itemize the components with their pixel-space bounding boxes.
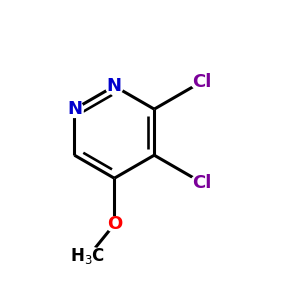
Ellipse shape — [106, 217, 123, 232]
Text: H$_3$C: H$_3$C — [70, 245, 105, 266]
Text: Cl: Cl — [192, 73, 212, 91]
Ellipse shape — [105, 78, 123, 94]
Text: N: N — [107, 77, 122, 95]
Ellipse shape — [65, 101, 83, 118]
Ellipse shape — [190, 73, 213, 90]
Text: N: N — [67, 100, 82, 118]
Text: Cl: Cl — [192, 174, 212, 192]
Ellipse shape — [190, 174, 213, 191]
Text: O: O — [107, 215, 122, 233]
Ellipse shape — [74, 247, 104, 264]
